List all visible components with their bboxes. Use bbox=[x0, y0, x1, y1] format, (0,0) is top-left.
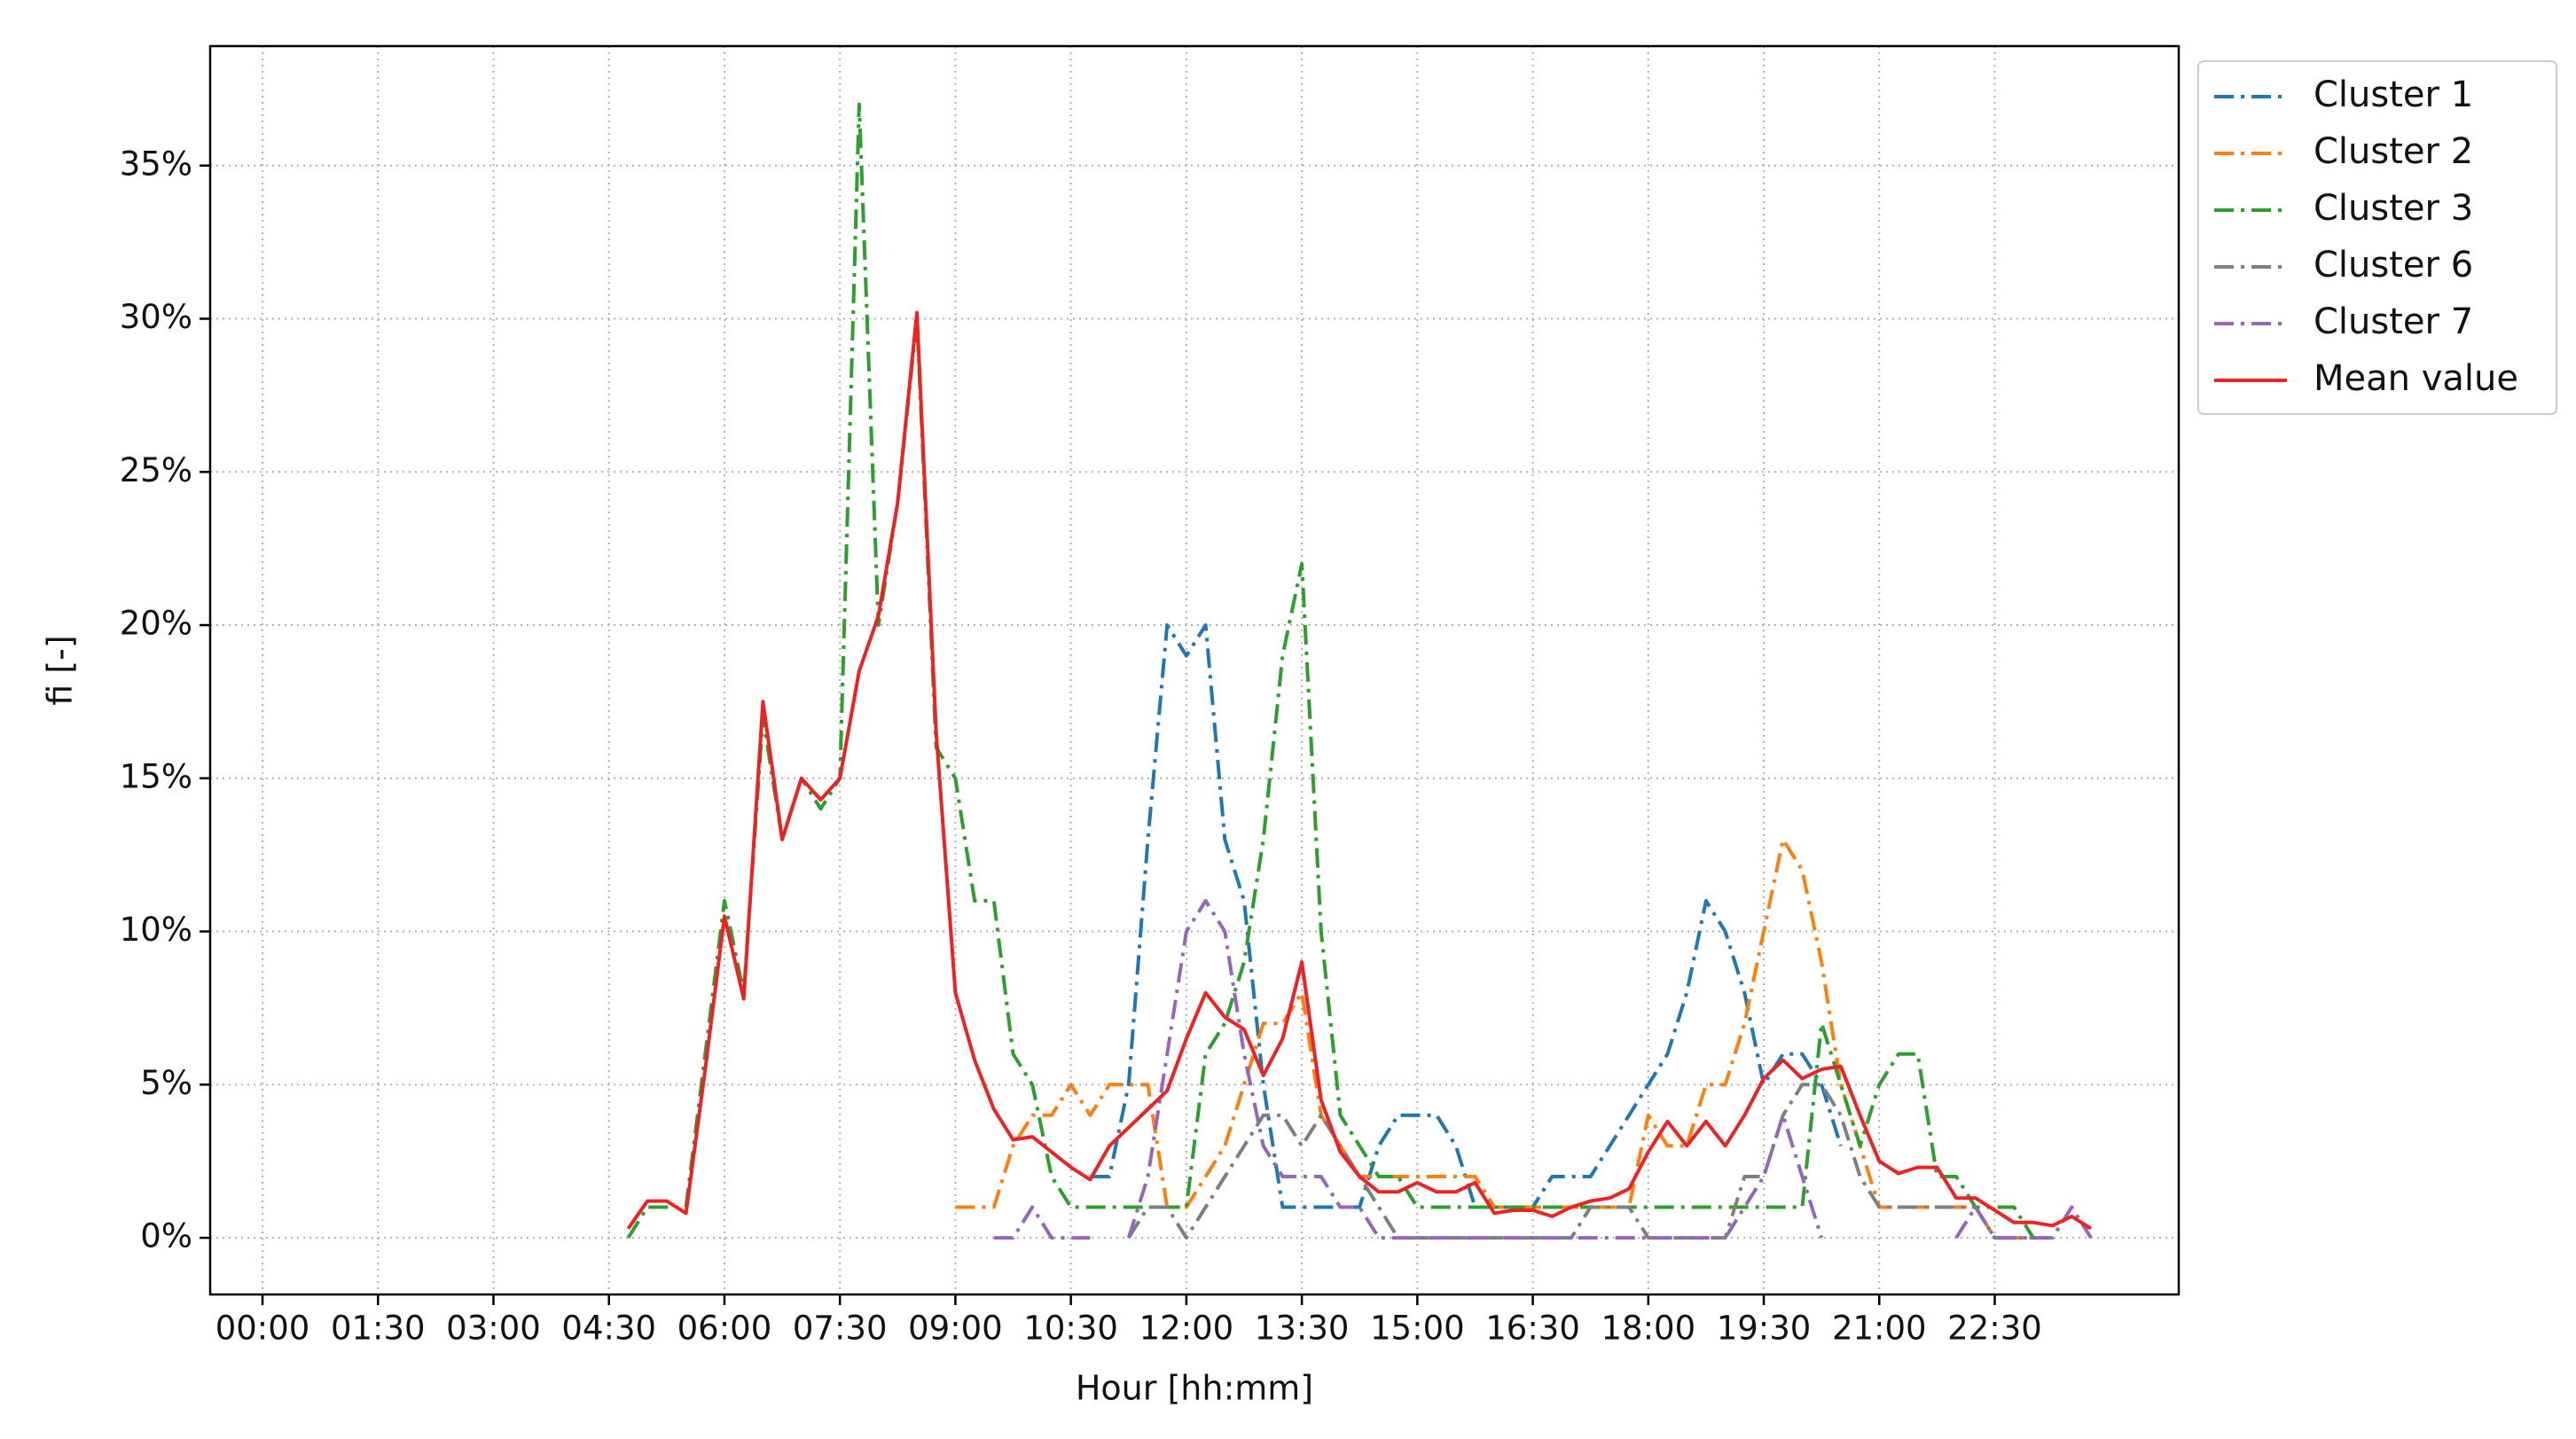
y-tick-label: 20% bbox=[120, 605, 192, 643]
data-line bbox=[955, 837, 2033, 1240]
legend-label: Cluster 1 bbox=[2314, 74, 2473, 115]
plot-area bbox=[626, 102, 2093, 1240]
x-tick-label: 18:00 bbox=[1601, 1310, 1695, 1348]
axes-frame bbox=[208, 44, 2181, 1296]
y-axis-label: fi [-] bbox=[41, 635, 80, 705]
y-tick-label: 35% bbox=[120, 145, 192, 183]
legend: Cluster 1 Cluster 2 Cluster 3 Cluster 6 Clus… bbox=[2197, 60, 2557, 415]
legend-label: Cluster 6 bbox=[2314, 245, 2473, 285]
x-tick-label: 09:00 bbox=[908, 1310, 1003, 1348]
x-tick-label: 21:00 bbox=[1832, 1310, 1927, 1348]
y-tick-label: 30% bbox=[120, 298, 192, 336]
x-axis-label: Hour [hh:mm] bbox=[1076, 1369, 1313, 1408]
x-tick-label: 07:30 bbox=[793, 1310, 888, 1348]
data-line bbox=[1127, 1083, 2033, 1240]
legend-box bbox=[2197, 60, 2557, 415]
x-tick-label: 13:30 bbox=[1255, 1310, 1350, 1348]
x-tick-label: 10:30 bbox=[1023, 1310, 1118, 1348]
x-tick-label: 01:30 bbox=[331, 1310, 426, 1348]
x-tick-label: 00:00 bbox=[215, 1310, 310, 1348]
x-tick-label: 12:00 bbox=[1139, 1310, 1234, 1348]
x-tick-label: 22:30 bbox=[1947, 1310, 2042, 1348]
grid bbox=[210, 46, 2179, 1294]
data-line bbox=[626, 102, 2053, 1240]
x-tick-label: 06:00 bbox=[677, 1310, 772, 1348]
y-tick-label: 5% bbox=[140, 1064, 192, 1102]
x-tick-label: 04:30 bbox=[561, 1310, 656, 1348]
data-line bbox=[626, 310, 2093, 1231]
y-tick-label: 15% bbox=[120, 757, 192, 795]
x-tick-label: 03:00 bbox=[446, 1310, 541, 1348]
x-tick-label: 19:30 bbox=[1717, 1310, 1812, 1348]
x-tick-label: 15:00 bbox=[1370, 1310, 1465, 1348]
legend-label: Cluster 3 bbox=[2314, 188, 2473, 229]
y-tick-label: 0% bbox=[140, 1217, 192, 1255]
y-tick-label: 25% bbox=[120, 451, 192, 489]
legend-label: Mean value bbox=[2314, 358, 2518, 399]
legend-label: Cluster 2 bbox=[2314, 131, 2473, 172]
ticks: 00:00 01:30 03:00 04:30 06:00 07:30 09:00 10:30… bbox=[120, 145, 2042, 1347]
x-tick-label: 16:30 bbox=[1485, 1310, 1580, 1348]
legend-label: Cluster 7 bbox=[2314, 301, 2473, 342]
data-line bbox=[993, 899, 2093, 1240]
y-tick-label: 10% bbox=[120, 911, 192, 949]
